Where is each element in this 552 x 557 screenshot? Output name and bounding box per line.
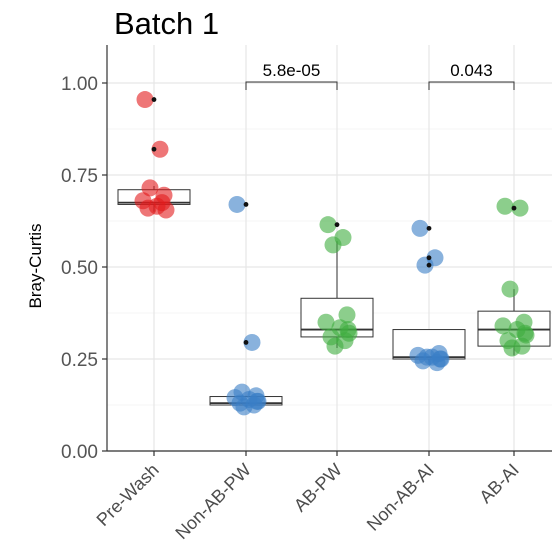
data-point (243, 333, 261, 351)
data-point (494, 317, 512, 335)
outlier-point (426, 262, 432, 268)
significance-bracket (245, 81, 338, 90)
data-point (324, 236, 342, 254)
data-point (338, 306, 356, 324)
x-tick-label: AB-AI (475, 460, 522, 507)
outlier-point (511, 205, 517, 211)
x-tick-label: Non-AB-AI (363, 460, 438, 535)
data-point (139, 199, 157, 217)
data-point (411, 219, 429, 237)
data-point (319, 216, 337, 234)
data-point (511, 199, 529, 217)
outlier-point (243, 202, 249, 207)
points (134, 91, 535, 416)
chart-title: Batch 1 (114, 6, 219, 41)
y-axis-label: Bray-Curtis (26, 223, 45, 308)
outlier-point (151, 146, 157, 152)
data-point (151, 140, 169, 158)
outlier-point (426, 225, 432, 231)
y-tick-label: 0.00 (61, 442, 98, 463)
outlier-point (334, 222, 340, 228)
data-point (248, 392, 266, 410)
data-point (418, 348, 436, 366)
data-point (136, 91, 154, 109)
significance-bracket (428, 81, 515, 90)
x-tick-label: Non-AB-PW (171, 460, 254, 543)
data-point (503, 339, 521, 357)
p-value-label: 0.043 (450, 61, 493, 80)
significance-annotations: 5.8e-05 0.043 (245, 61, 515, 90)
p-value-label: 5.8e-05 (263, 61, 321, 80)
data-point (496, 197, 514, 215)
data-point (501, 280, 519, 298)
data-point (228, 195, 246, 213)
data-point (326, 337, 344, 355)
outlier-point (151, 97, 157, 102)
y-tick-label: 0.25 (61, 350, 98, 371)
outlier-point (426, 255, 432, 261)
data-point (235, 398, 253, 416)
data-point (153, 194, 171, 212)
y-tick-label: 1.00 (61, 74, 98, 95)
data-point (516, 324, 534, 342)
data-point (339, 321, 357, 339)
data-point (416, 256, 434, 274)
data-point (317, 313, 335, 331)
y-tick-label: 0.75 (61, 166, 98, 187)
x-tick-label: AB-PW (290, 460, 346, 516)
data-point (141, 179, 159, 197)
y-tick-label: 0.50 (61, 258, 98, 279)
outlier-point (243, 340, 249, 345)
x-tick-label: Pre-Wash (93, 460, 163, 530)
data-point (431, 350, 449, 368)
